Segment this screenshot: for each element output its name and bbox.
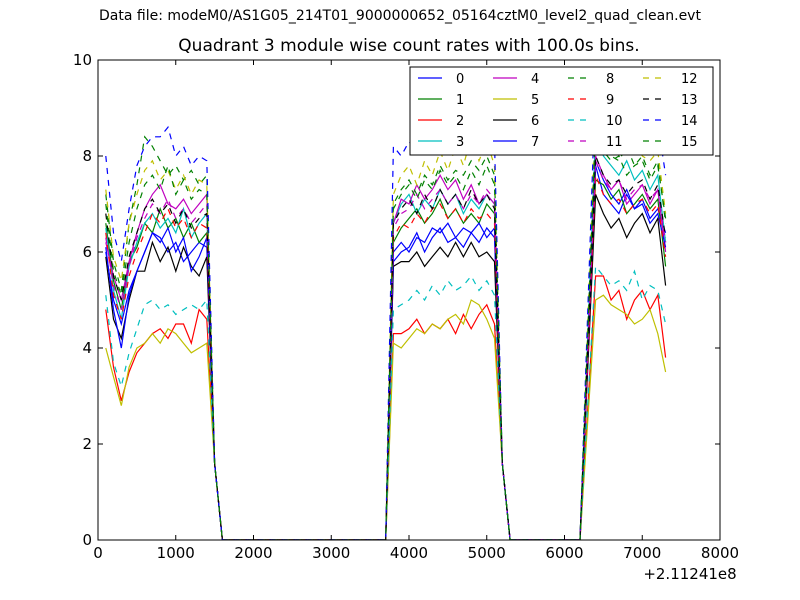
series-line-8: [105, 122, 667, 540]
legend-label: 15: [681, 135, 698, 150]
legend-label: 10: [606, 114, 623, 129]
series-line-6: [105, 194, 667, 540]
legend-label: 4: [531, 72, 539, 87]
series-line-12: [105, 98, 667, 540]
legend-label: 14: [681, 114, 698, 129]
series-line-4: [105, 155, 667, 540]
legend-label: 12: [681, 72, 698, 87]
y-tick-label: 8: [82, 147, 92, 165]
x-tick-label: 8000: [701, 544, 739, 562]
series-line-9: [105, 174, 667, 540]
series-line-7: [105, 160, 667, 540]
legend-label: 1: [456, 93, 464, 108]
legend-label: 0: [456, 72, 464, 87]
series-line-0: [105, 165, 667, 540]
x-tick-label: 3000: [312, 544, 350, 562]
x-tick-label: 1000: [157, 544, 195, 562]
legend-label: 3: [456, 135, 464, 150]
legend-label: 11: [606, 135, 623, 150]
series-line-1: [105, 178, 667, 540]
x-tick-label: 4000: [390, 544, 428, 562]
legend-label: 2: [456, 114, 464, 129]
series-line-13: [105, 155, 667, 540]
legend-label: 7: [531, 135, 539, 150]
x-tick-label: 0: [93, 544, 103, 562]
y-tick-label: 6: [82, 243, 92, 261]
y-tick-label: 4: [82, 339, 92, 357]
y-tick-label: 0: [82, 531, 92, 549]
y-tick-label: 2: [82, 435, 92, 453]
y-tick-label: 10: [73, 51, 92, 69]
legend-label: 13: [681, 93, 698, 108]
x-offset-label: +2.11241e8: [643, 565, 736, 583]
chart-title: Quadrant 3 module wise count rates with …: [178, 36, 640, 56]
series-line-5: [105, 294, 667, 540]
legend-box: [409, 66, 714, 156]
legend-label: 6: [531, 114, 539, 129]
legend-label: 9: [606, 93, 614, 108]
legend-label: 5: [531, 93, 539, 108]
x-tick-label: 5000: [468, 544, 506, 562]
x-tick-label: 2000: [234, 544, 272, 562]
series-line-10: [105, 264, 667, 540]
legend-label: 8: [606, 72, 614, 87]
data-file-title: Data file: modeM0/AS1G05_214T01_90000006…: [99, 8, 701, 24]
x-tick-label: 6000: [545, 544, 583, 562]
x-tick-label: 7000: [623, 544, 661, 562]
